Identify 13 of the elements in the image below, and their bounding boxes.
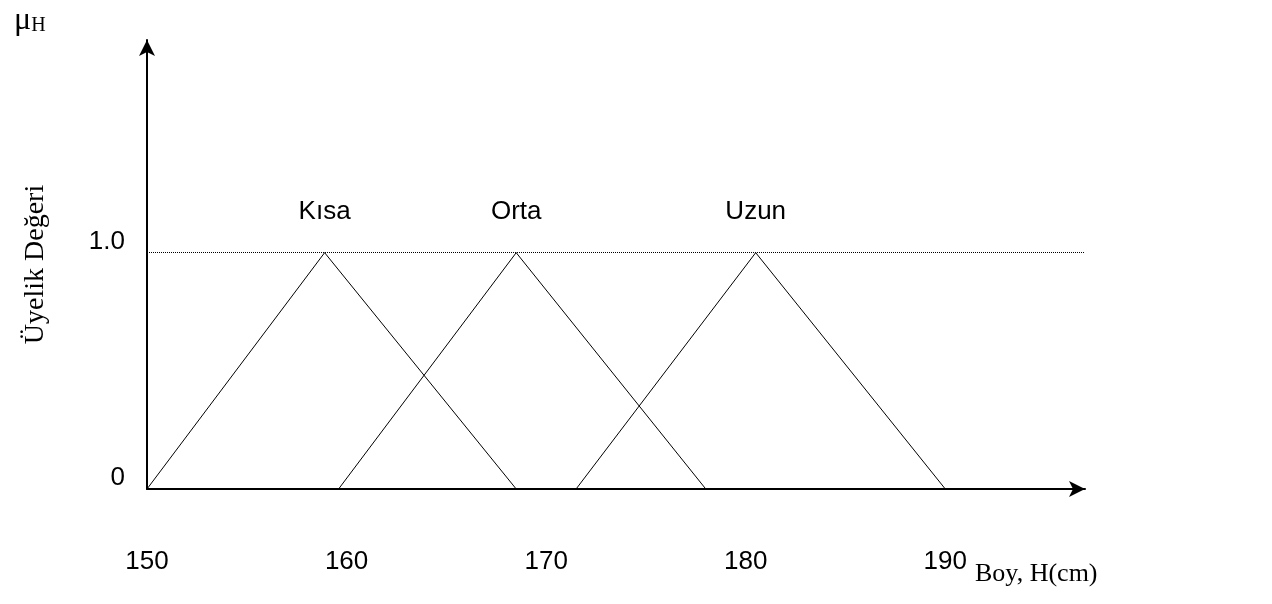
y-tick-label: 0 [110, 461, 125, 491]
y-axis-title: Üyelik Değeri [17, 184, 49, 345]
x-tick-label: 150 [125, 545, 169, 575]
x-axis-title: Boy, H(cm) [975, 557, 1098, 587]
x-tick-label: 190 [923, 545, 967, 575]
text: μH [14, 0, 46, 36]
x-tick-label: 160 [324, 545, 369, 575]
series-label: Uzun [725, 194, 787, 225]
series-label: Kısa [298, 194, 352, 225]
x-tick-label: 170 [524, 545, 568, 575]
y-tick-label: 1.0 [88, 224, 125, 255]
series-label: Orta [490, 194, 543, 225]
x-tick-label: 180 [724, 545, 768, 575]
